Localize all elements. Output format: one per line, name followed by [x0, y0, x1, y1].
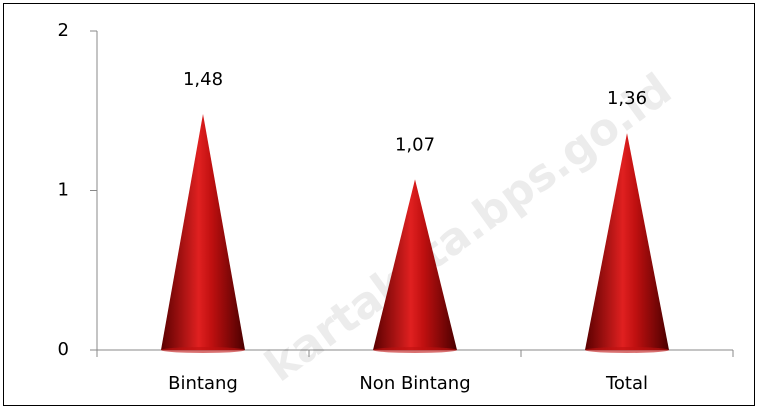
- y-tick-label: 1: [58, 180, 69, 201]
- value-label: 1,07: [395, 134, 435, 155]
- y-tick-label: 0: [58, 339, 69, 360]
- cone-base: [373, 347, 457, 353]
- cone: [161, 113, 245, 350]
- cone: [585, 133, 669, 350]
- y-tick-label: 2: [58, 20, 69, 41]
- cone: [373, 179, 457, 350]
- x-tick-label: Non Bintang: [359, 373, 470, 394]
- x-tick-label: Total: [605, 373, 648, 394]
- cone-base: [585, 347, 669, 353]
- cone-base: [161, 347, 245, 353]
- x-tick-label: Bintang: [168, 373, 238, 394]
- value-label: 1,36: [607, 88, 647, 109]
- value-label: 1,48: [183, 69, 223, 90]
